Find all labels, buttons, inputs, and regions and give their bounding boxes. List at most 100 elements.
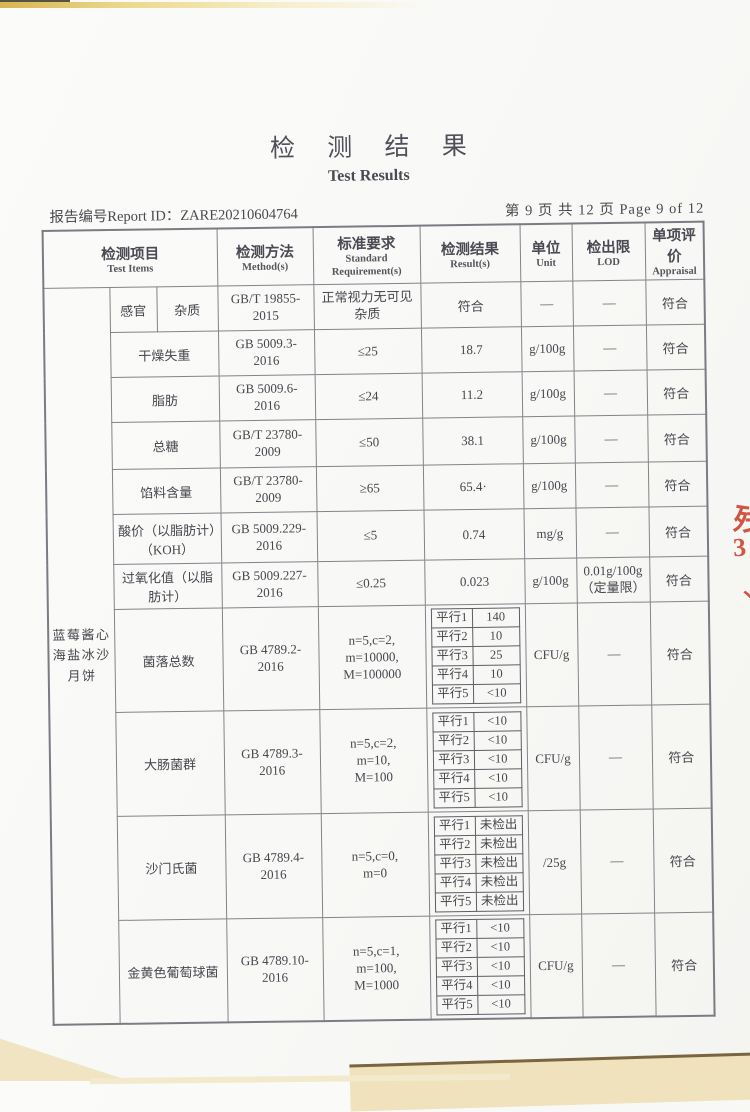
table-row: 大肠菌群 GB 4789.3- 2016 n=5,c=2, m=10, M=100 平… (49, 704, 712, 817)
parallel-row: 平行3 <10 (432, 749, 522, 770)
lod-cell: — (575, 507, 650, 559)
unit-cell: CFU/g (524, 603, 579, 707)
parallel-row: 平行3 未检出 (434, 853, 523, 874)
header-unit-en: Unit (536, 257, 557, 269)
table-row: 金黄色葡萄球菌 GB 4789.10- 2016 n=5,c=1, m=100, M… (52, 912, 715, 1025)
standard-cell: n=5,c=0, m=0 (320, 812, 430, 918)
parallel-row: 平行5 未检出 (434, 891, 524, 912)
parallel-row: 平行1 未检出 (433, 815, 523, 836)
standard-cell: ≤50 (315, 418, 423, 467)
scan-edge-top-dark (0, 0, 70, 3)
parallel-value-cell: <10 (474, 768, 522, 789)
parallel-row: 平行1 <10 (432, 711, 521, 732)
header-lod: 检出限 LOD (571, 222, 646, 282)
appraisal-cell: 符合 (645, 279, 705, 326)
standard-cell: 正常视力无可见 杂质 (313, 283, 421, 330)
standard-cell: ≥65 (315, 465, 424, 512)
appraisal-cell: 符合 (652, 808, 714, 914)
parallel-label-cell: 平行3 (434, 854, 476, 874)
parallel-row: 平行4 <10 (433, 768, 522, 789)
header-standard-cn: 标准要求 (337, 236, 396, 254)
document-content: 检 测 结 果 Test Results 报告编号Report ID：ZARE2… (41, 132, 716, 1026)
method-cell: GB 5009.229- 2016 (220, 511, 318, 564)
result-cell: 38.1 (422, 416, 523, 466)
item-cell: 脂肪 (110, 376, 220, 423)
item-cell: 酸价（以脂肪计）（KOH） (112, 513, 222, 565)
parallel-label-cell: 平行5 (436, 995, 478, 1016)
header-lod-cn: 检出限 (586, 239, 631, 256)
parallel-value-cell: <10 (474, 787, 522, 808)
standard-cell: ≤0.25 (317, 560, 425, 607)
parallel-label-cell: 平行5 (431, 684, 474, 705)
parallel-value-cell: <10 (476, 918, 524, 939)
parallel-row: 平行3 25 (431, 645, 520, 667)
report-id-value: ZARE20210604764 (180, 206, 298, 225)
lod-cell: — (576, 602, 652, 707)
parallel-row: 平行1 <10 (435, 918, 524, 940)
table-row: 酸价（以脂肪计）（KOH） GB 5009.229- 2016 ≤5 0.74 mg/g… (47, 506, 709, 565)
parallel-value-cell: <10 (473, 711, 521, 732)
appraisal-cell: 符合 (649, 601, 711, 706)
parallel-value-cell: 未检出 (475, 834, 523, 855)
parallel-results-table: 平行1 <10 平行2 <10 平行3 <10 平行4 <10 平行5 <10 (435, 918, 525, 1016)
scan-edge-top-band (0, 2, 430, 8)
lod-cell: — (572, 325, 647, 372)
result-cell: 0.74 (423, 508, 525, 561)
item-cell: 金黄色葡萄球菌 (118, 918, 228, 1024)
standard-cell: n=5,c=2, m=10000, M=100000 (317, 605, 427, 710)
lod-cell: — (578, 705, 653, 811)
table-header-row: 检测项目 Test Items 检测方法 Method(s) 标准要求 Stan… (42, 221, 705, 289)
standard-cell: n=5,c=1, m=100, M=1000 (322, 916, 431, 1022)
parallel-value-cell: <10 (477, 975, 525, 996)
appraisal-cell: 符合 (645, 324, 706, 371)
lod-cell: — (572, 280, 646, 327)
parallel-results-table: 平行1 未检出 平行2 未检出 平行3 未检出 平行4 未检出 平行5 未检出 (433, 815, 524, 912)
parallel-value-cell: 未检出 (475, 815, 523, 836)
standard-cell: ≤5 (316, 510, 425, 562)
header-standard: 标准要求 Standard Requirement(s) (312, 225, 421, 285)
header-unit: 单位 Unit (519, 223, 573, 282)
parallel-results-table: 平行1 <10 平行2 <10 平行3 <10 平行4 <10 平行5 <10 (432, 711, 522, 808)
parallel-row: 平行3 <10 (435, 956, 525, 978)
parallel-label-cell: 平行2 (432, 731, 475, 751)
category-cell: 感官 (109, 286, 157, 333)
method-cell: GB 5009.6- 2016 (218, 374, 316, 422)
header-unit-cn: 单位 (531, 240, 561, 257)
page-title: 检 测 结 果 (269, 132, 480, 163)
item-cell: 菌落总数 (113, 608, 224, 713)
parallel-results-table: 平行1 140 平行2 10 平行3 25 平行4 10 平行5 <10 (430, 607, 521, 705)
parallel-label-cell: 平行4 (436, 976, 478, 997)
parallel-label-cell: 平行1 (435, 919, 477, 940)
parallel-label-cell: 平行3 (432, 750, 475, 770)
parallel-value-cell: <10 (476, 937, 524, 958)
lod-cell: — (579, 809, 655, 915)
parallel-label-cell: 平行4 (431, 665, 474, 686)
result-cell: 平行1 140 平行2 10 平行3 25 平行4 10 平行5 <10 (424, 603, 527, 709)
table-row: 菌落总数 GB 4789.2- 2016 n=5,c=2, m=10000, M=1… (48, 601, 711, 713)
appraisal-cell: 符合 (651, 704, 712, 810)
method-cell: GB 4789.10- 2016 (226, 917, 324, 1023)
unit-cell: g/100g (522, 463, 576, 509)
parallel-label-cell: 平行5 (433, 788, 476, 808)
parallel-row: 平行4 <10 (436, 975, 525, 997)
parallel-value-cell: <10 (473, 683, 521, 704)
page-number: 第 9 页 共 12 页 Page 9 of 12 (504, 200, 705, 220)
result-cell: 平行1 未检出 平行2 未检出 平行3 未检出 平行4 未检出 平行5 未检出 (427, 810, 530, 917)
unit-cell: g/100g (520, 326, 574, 372)
sample-name-cell: 蓝莓酱心海盐冰沙月饼 (43, 287, 120, 1025)
lod-cell: — (574, 415, 648, 464)
parallel-value-cell: 25 (472, 645, 520, 666)
parallel-value-cell: 未检出 (475, 872, 523, 892)
appraisal-cell: 符合 (646, 369, 707, 416)
method-cell: GB 4789.2- 2016 (221, 606, 320, 712)
standard-cell: ≤24 (314, 373, 423, 420)
appraisal-cell: 符合 (648, 506, 709, 558)
method-cell: GB/T 19855- 2015 (217, 284, 315, 332)
item-cell: 总糖 (111, 421, 220, 470)
parallel-value-cell: 未检出 (476, 891, 524, 911)
standard-cell: n=5,c=2, m=10, M=100 (319, 708, 428, 814)
result-cell: 平行1 <10 平行2 <10 平行3 <10 平行4 <10 平行5 <10 (429, 914, 531, 1020)
parallel-value-cell: 10 (472, 626, 520, 647)
header-test-items-cn: 检测项目 (101, 245, 160, 263)
standard-cell: ≤25 (314, 328, 422, 375)
